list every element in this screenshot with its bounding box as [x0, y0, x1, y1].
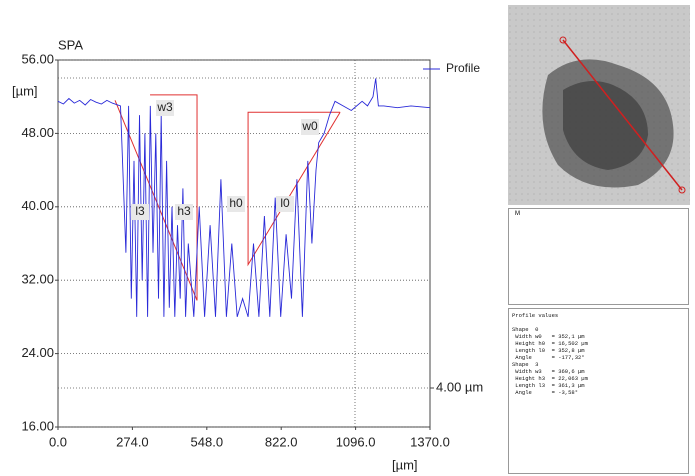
panel-line: Angle = -3,58° — [512, 389, 579, 396]
y-tick-label: 40.00 — [21, 198, 54, 213]
scale-label: 4.00 µm — [436, 379, 483, 394]
y-tick-label: 32.00 — [21, 272, 54, 287]
annotation: w3 — [156, 100, 173, 114]
panel-line: Length l0 = 352,8 µm — [512, 347, 585, 354]
y-tick-label: 48.00 — [21, 125, 54, 140]
annotation-bg — [301, 119, 319, 135]
sample-image — [508, 5, 690, 205]
panel-line — [512, 319, 685, 326]
x-tick-label: 1096.0 — [336, 434, 376, 449]
x-tick-label: 548.0 — [191, 434, 224, 449]
chart: SPA [µm] [µm] 16.00 24.00 32.00 40.00 48.00 5… — [12, 37, 483, 472]
legend-text: M — [515, 211, 520, 217]
annotation: h3 — [177, 204, 191, 218]
panel-line: Shape 3 — [512, 361, 539, 368]
annotation-bg — [156, 100, 174, 116]
y-tick-label: 56.00 — [21, 51, 54, 66]
x-tick-label: 1370.0 — [410, 434, 450, 449]
x-tick-label: 0.0 — [49, 434, 67, 449]
legend-label: Profile — [446, 61, 480, 75]
legend-panel: M — [508, 208, 689, 305]
y-tick-label: 16.00 — [21, 418, 54, 433]
chart-title: SPA — [58, 37, 83, 52]
panel-line: Width w0 = 352,1 µm — [512, 333, 585, 340]
y-axis-label: [µm] — [12, 83, 38, 98]
annotation-bg — [175, 204, 193, 220]
panel-line: Height h3 = 22,063 µm — [512, 375, 588, 382]
annotation: w0 — [301, 119, 318, 133]
x-tick-label: 822.0 — [265, 434, 298, 449]
profile-line — [57, 78, 431, 318]
panel-line: Profile values — [512, 312, 559, 319]
panel-line: Length l3 = 361,3 µm — [512, 382, 585, 389]
profile-values: Profile values Shape 0 Width w0 = 352,1 µ… — [508, 308, 689, 474]
annotation: l3 — [135, 204, 145, 218]
x-axis-label: [µm] — [392, 457, 418, 472]
annotation: l0 — [280, 196, 290, 210]
annotation: h0 — [229, 196, 243, 210]
panel-line: Height h0 = 16,502 µm — [512, 340, 588, 347]
panel-line: Angle = -177,32° — [512, 354, 585, 361]
panel-line: Width w3 = 360,6 µm — [512, 368, 585, 375]
plot-frame — [57, 59, 431, 428]
annotation-bg — [276, 196, 294, 212]
annotation-bg — [227, 196, 245, 212]
panel-line: Shape 0 — [512, 326, 539, 333]
measure-shape — [114, 94, 198, 301]
x-tick-label: 274.0 — [116, 434, 149, 449]
measure-shape — [247, 111, 341, 267]
y-tick-label: 24.00 — [21, 345, 54, 360]
annotation-bg — [131, 204, 149, 220]
